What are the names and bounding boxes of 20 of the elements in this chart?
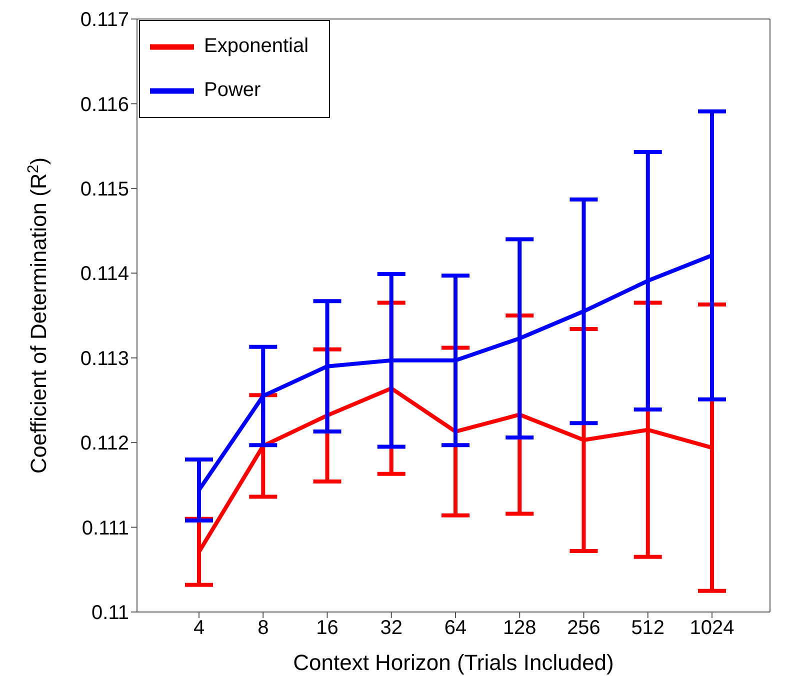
x-axis-title: Context Horizon (Trials Included) — [293, 650, 614, 675]
y-tick-label: 0.113 — [80, 348, 129, 370]
y-tick-label: 0.116 — [80, 94, 129, 116]
y-tick-label: 0.111 — [82, 517, 129, 540]
y-tick-label: 0.11 — [92, 602, 129, 624]
x-tick-label: 64 — [444, 617, 467, 640]
y-tick-label: 0.114 — [80, 263, 129, 286]
x-tick-label: 512 — [631, 617, 665, 640]
x-tick-label: 128 — [502, 617, 536, 640]
x-tick-label: 16 — [316, 617, 338, 640]
x-tick-label: 4 — [193, 617, 205, 640]
x-tick-label: 256 — [567, 617, 600, 640]
legend-label: Exponential — [204, 35, 309, 58]
x-tick-label: 8 — [258, 617, 269, 640]
x-tick-label: 1024 — [690, 617, 734, 640]
y-tick-label: 0.112 — [80, 432, 129, 455]
legend-label: Power — [204, 79, 261, 102]
y-tick-label: 0.117 — [80, 9, 129, 32]
y-tick-label: 0.115 — [80, 178, 129, 201]
x-tick-label: 32 — [380, 617, 402, 640]
